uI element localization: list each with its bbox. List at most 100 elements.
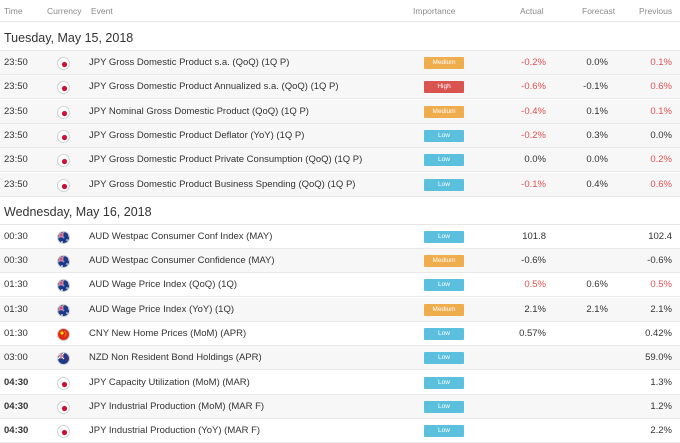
actual-value: -0.6% bbox=[521, 81, 546, 93]
header-importance[interactable]: Importance bbox=[413, 6, 456, 16]
previous-value: 2.1% bbox=[650, 303, 672, 315]
event-name[interactable]: JPY Gross Domestic Product s.a. (QoQ) (1… bbox=[89, 57, 290, 68]
table-row[interactable]: 01:30 CNY New Home Prices (MoM) (APR) Low 0… bbox=[0, 322, 680, 346]
china-flag-icon bbox=[57, 328, 70, 341]
importance-badge: Medium bbox=[424, 57, 464, 69]
event-name[interactable]: AUD Westpac Consumer Conf Index (MAY) bbox=[89, 230, 273, 242]
table-row[interactable]: 23:50 JPY Nominal Gross Domestic Product … bbox=[0, 99, 680, 124]
new-zealand-flag-icon bbox=[57, 352, 70, 366]
importance-badge: Low bbox=[424, 328, 464, 340]
japan-flag-icon bbox=[57, 81, 70, 95]
previous-value: 0.2% bbox=[650, 154, 672, 166]
forecast-value: 0.3% bbox=[586, 129, 608, 141]
event-name[interactable]: JPY Nominal Gross Domestic Product (QoQ)… bbox=[89, 105, 309, 117]
date-header: Wednesday, May 16, 2018 bbox=[0, 197, 680, 225]
event-time: 23:50 bbox=[4, 178, 28, 190]
event-time: 23:50 bbox=[4, 129, 28, 141]
table-row[interactable]: 23:50 JPY Gross Domestic Product s.a. (Qo… bbox=[0, 51, 680, 75]
forecast-value: 0.4% bbox=[586, 178, 608, 190]
event-time: 00:30 bbox=[4, 255, 28, 267]
event-time: 04:30 bbox=[4, 425, 29, 437]
event-name[interactable]: AUD Wage Price Index (YoY) (1Q) bbox=[89, 303, 235, 315]
table-header: Time Currency Event Importance Actual Fo… bbox=[0, 0, 680, 22]
header-time[interactable]: Time bbox=[4, 6, 23, 16]
event-name[interactable]: JPY Gross Domestic Product Deflator (YoY… bbox=[89, 129, 305, 141]
table-row[interactable]: 23:50 JPY Gross Domestic Product Business… bbox=[0, 172, 680, 197]
event-name[interactable]: AUD Westpac Consumer Confidence (MAY) bbox=[89, 255, 275, 267]
header-actual[interactable]: Actual bbox=[520, 6, 544, 16]
table-row[interactable]: 23:50 JPY Gross Domestic Product Deflator… bbox=[0, 123, 680, 148]
actual-value: 0.57% bbox=[519, 328, 546, 339]
header-previous[interactable]: Previous bbox=[639, 6, 673, 16]
australia-flag-icon bbox=[57, 303, 70, 317]
previous-value: 0.1% bbox=[650, 105, 672, 117]
event-time: 00:30 bbox=[4, 230, 28, 242]
table-row[interactable]: 01:30 AUD Wage Price Index (YoY) (1Q) Medi… bbox=[0, 297, 680, 322]
event-name[interactable]: AUD Wage Price Index (QoQ) (1Q) bbox=[89, 279, 237, 291]
header-currency[interactable]: Currency bbox=[47, 6, 82, 16]
date-label: Wednesday, May 16, 2018 bbox=[4, 204, 152, 219]
event-time: 03:00 bbox=[4, 352, 28, 364]
table-row[interactable]: 23:50 JPY Gross Domestic Product Annualiz… bbox=[0, 75, 680, 100]
header-forecast[interactable]: Forecast bbox=[582, 6, 616, 16]
event-time: 04:30 bbox=[4, 376, 29, 388]
forecast-value: 0.0% bbox=[586, 57, 608, 68]
table-row[interactable]: 00:30 AUD Westpac Consumer Conf Index (MA… bbox=[0, 225, 680, 249]
actual-value: 101.8 bbox=[522, 230, 546, 242]
forecast-value: 0.0% bbox=[586, 154, 608, 166]
previous-value: 0.0% bbox=[650, 129, 672, 141]
previous-value: 2.2% bbox=[650, 425, 672, 437]
event-name[interactable]: JPY Gross Domestic Product Annualized s.… bbox=[89, 81, 339, 93]
japan-flag-icon bbox=[57, 178, 70, 192]
japan-flag-icon bbox=[57, 425, 70, 439]
previous-value: 1.3% bbox=[650, 376, 672, 388]
actual-value: 2.1% bbox=[524, 303, 546, 315]
table-row[interactable]: 04:30 JPY Industrial Production (YoY) (MA… bbox=[0, 419, 680, 443]
previous-value: 1.2% bbox=[650, 400, 672, 412]
importance-badge: Low bbox=[424, 400, 464, 413]
forecast-value: -0.1% bbox=[583, 81, 608, 93]
previous-value: 0.6% bbox=[650, 178, 672, 190]
event-time: 23:50 bbox=[4, 57, 28, 68]
header-event[interactable]: Event bbox=[91, 6, 113, 16]
importance-badge: Low bbox=[424, 178, 464, 191]
event-name[interactable]: JPY Capacity Utilization (MoM) (MAR) bbox=[89, 376, 250, 388]
actual-value: 0.0% bbox=[524, 154, 546, 166]
previous-value: -0.6% bbox=[647, 255, 672, 267]
importance-badge: Medium bbox=[424, 255, 464, 268]
table-row[interactable]: 01:30 AUD Wage Price Index (QoQ) (1Q) Low 0… bbox=[0, 273, 680, 298]
event-time: 01:30 bbox=[4, 279, 28, 291]
japan-flag-icon bbox=[57, 400, 70, 414]
table-row[interactable]: 04:30 JPY Industrial Production (MoM) (MA… bbox=[0, 394, 680, 419]
importance-badge: Medium bbox=[424, 303, 464, 316]
importance-badge: Low bbox=[424, 230, 464, 243]
importance-badge: High bbox=[424, 81, 464, 94]
date-label: Tuesday, May 15, 2018 bbox=[4, 31, 134, 45]
event-name[interactable]: NZD Non Resident Bond Holdings (APR) bbox=[89, 352, 262, 364]
japan-flag-icon bbox=[57, 154, 70, 168]
importance-badge: Low bbox=[424, 352, 464, 365]
japan-flag-icon bbox=[57, 129, 70, 143]
australia-flag-icon bbox=[57, 255, 70, 269]
actual-value: -0.1% bbox=[521, 178, 546, 190]
importance-badge: Low bbox=[424, 376, 464, 389]
japan-flag-icon bbox=[57, 376, 70, 390]
importance-badge: Low bbox=[424, 154, 464, 167]
australia-flag-icon bbox=[57, 230, 70, 244]
event-name[interactable]: JPY Industrial Production (YoY) (MAR F) bbox=[89, 425, 261, 437]
previous-value: 102.4 bbox=[648, 230, 672, 242]
event-name[interactable]: JPY Industrial Production (MoM) (MAR F) bbox=[89, 400, 265, 412]
event-time: 01:30 bbox=[4, 303, 28, 315]
japan-flag-icon bbox=[57, 105, 70, 119]
event-time: 23:50 bbox=[4, 81, 28, 93]
table-row[interactable]: 03:00 NZD Non Resident Bond Holdings (APR… bbox=[0, 346, 680, 371]
event-name[interactable]: CNY New Home Prices (MoM) (APR) bbox=[89, 328, 247, 339]
event-name[interactable]: JPY Gross Domestic Product Business Spen… bbox=[89, 178, 356, 190]
actual-value: -0.2% bbox=[521, 57, 546, 68]
table-row[interactable]: 04:30 JPY Capacity Utilization (MoM) (MAR… bbox=[0, 371, 680, 395]
table-row[interactable]: 23:50 JPY Gross Domestic Product Private … bbox=[0, 148, 680, 173]
event-time: 23:50 bbox=[4, 154, 28, 166]
table-row[interactable]: 00:30 AUD Westpac Consumer Confidence (MA… bbox=[0, 249, 680, 274]
japan-flag-icon bbox=[57, 57, 70, 70]
event-name[interactable]: JPY Gross Domestic Product Private Consu… bbox=[89, 154, 363, 166]
